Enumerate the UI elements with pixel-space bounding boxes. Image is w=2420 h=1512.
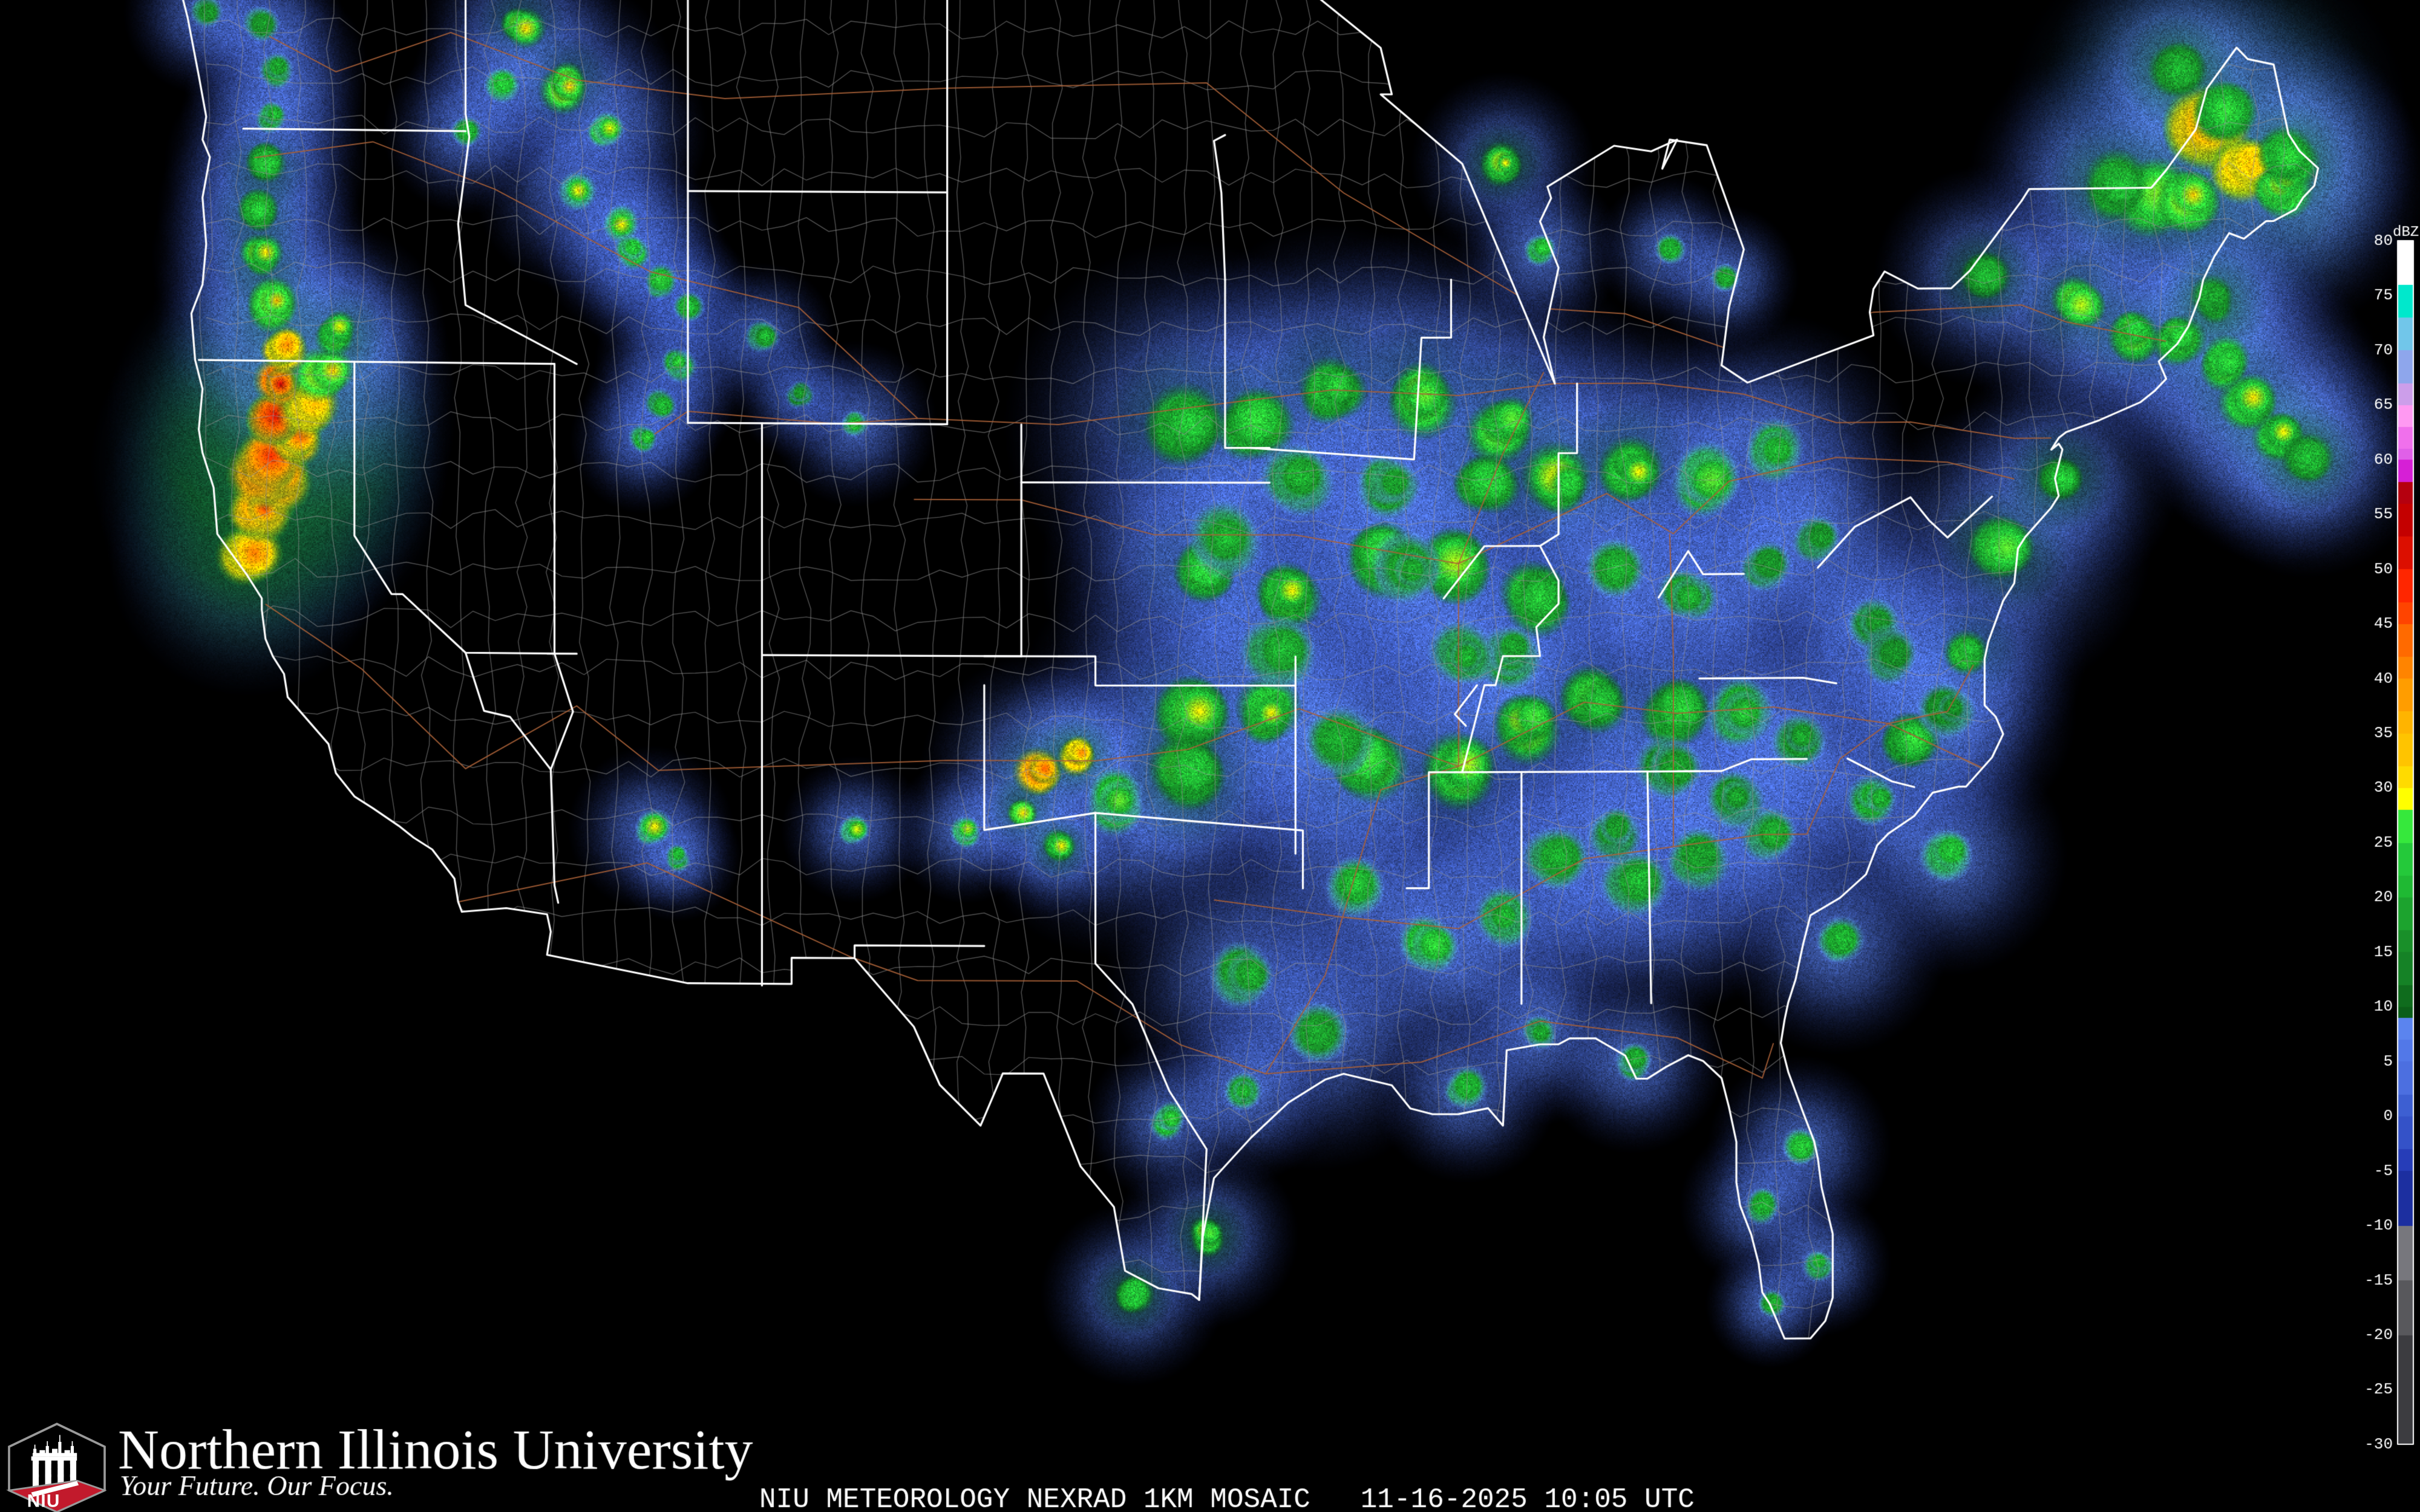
svg-text:NIU: NIU [27, 1491, 60, 1511]
